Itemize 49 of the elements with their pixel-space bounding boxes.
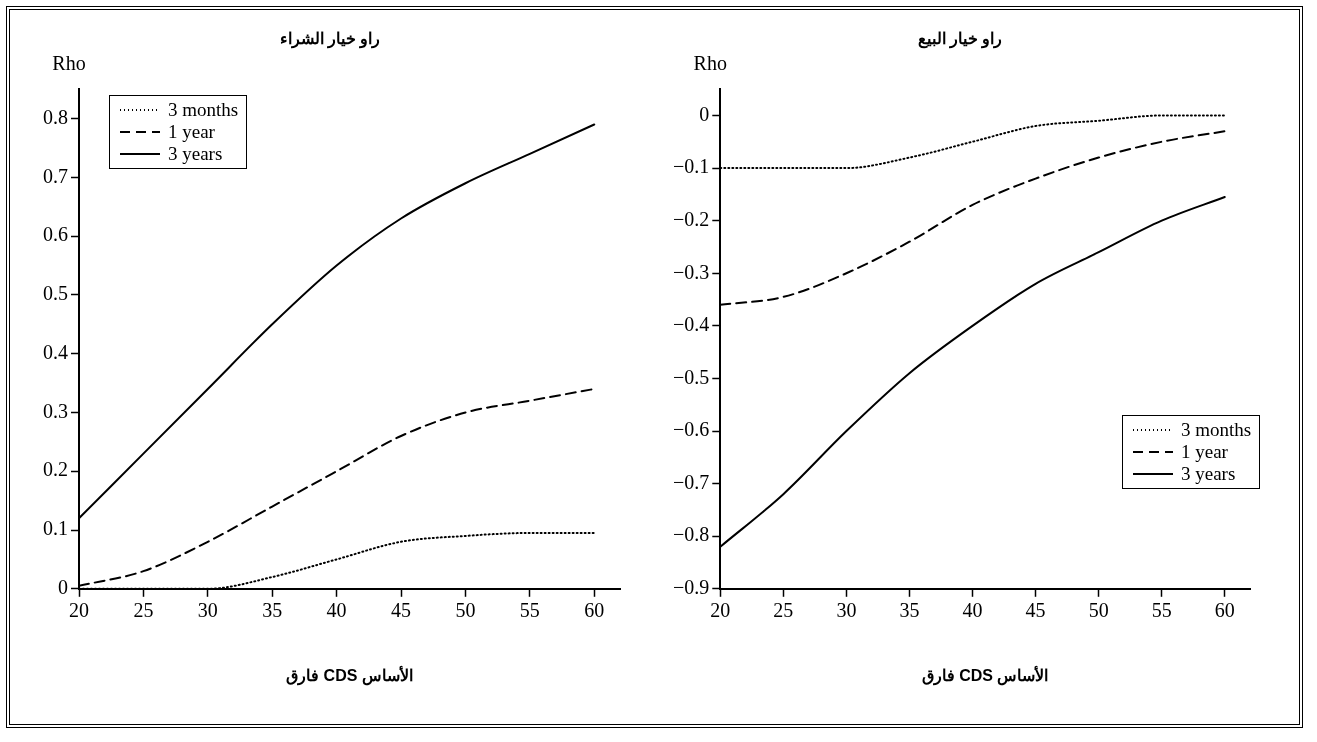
x-tick-label: 20 xyxy=(69,599,89,622)
y-tick-label: 0.6 xyxy=(43,223,68,246)
x-tick-label: 30 xyxy=(836,599,857,622)
legend-label: 3 months xyxy=(1181,418,1252,441)
chart-title: راو خيار البيع xyxy=(917,30,1003,50)
x-tick-label: 45 xyxy=(1025,599,1046,622)
y-tick-label: −0.5 xyxy=(673,365,710,388)
y-axis-title: Rho xyxy=(693,52,727,75)
x-tick-label: 50 xyxy=(1088,599,1109,622)
x-tick-label: 35 xyxy=(899,599,920,622)
y-tick-label: 0.7 xyxy=(43,164,68,187)
legend-label: 1 year xyxy=(1181,440,1228,463)
y-tick-label: 0.5 xyxy=(43,282,68,305)
legend-label: 3 months xyxy=(168,99,239,122)
x-tick-label: 45 xyxy=(391,599,412,622)
x-tick-label: 55 xyxy=(1151,599,1172,622)
x-tick-label: 30 xyxy=(197,599,218,622)
y-tick-label: 0 xyxy=(699,102,710,125)
x-tick-label: 25 xyxy=(773,599,794,622)
x-tick-label: 60 xyxy=(1214,599,1235,622)
x-tick-label: 60 xyxy=(584,599,605,622)
y-tick-label: 0.2 xyxy=(43,458,68,481)
x-axis-title: فارق CDS الأساس xyxy=(921,664,1049,686)
y-tick-label: −0.9 xyxy=(673,576,710,599)
x-tick-label: 55 xyxy=(519,599,540,622)
x-tick-label: 35 xyxy=(262,599,283,622)
x-axis-title: فارق CDS الأساس xyxy=(286,664,413,686)
y-tick-label: −0.7 xyxy=(673,470,710,493)
y-tick-label: 0.4 xyxy=(43,340,68,363)
chart-title: راو خيار الشراء xyxy=(279,30,381,50)
x-tick-label: 50 xyxy=(455,599,476,622)
y-tick-label: 0.3 xyxy=(43,399,68,422)
legend-label: 3 years xyxy=(1181,462,1236,485)
y-tick-label: 0 xyxy=(58,576,68,599)
legend-label: 1 year xyxy=(168,121,215,144)
y-axis-title: Rho xyxy=(52,52,86,75)
x-tick-label: 25 xyxy=(133,599,154,622)
y-tick-label: −0.8 xyxy=(673,523,710,546)
y-tick-label: −0.4 xyxy=(673,313,710,336)
y-tick-label: −0.2 xyxy=(673,207,710,230)
x-tick-label: 20 xyxy=(710,599,731,622)
legend-label: 3 years xyxy=(168,143,223,166)
x-tick-label: 40 xyxy=(962,599,983,622)
y-tick-label: −0.3 xyxy=(673,260,710,283)
y-tick-label: −0.1 xyxy=(673,155,710,178)
y-tick-label: −0.6 xyxy=(673,418,710,441)
y-tick-label: 0.1 xyxy=(43,517,68,540)
x-tick-label: 40 xyxy=(326,599,347,622)
y-tick-label: 0.8 xyxy=(43,105,68,128)
